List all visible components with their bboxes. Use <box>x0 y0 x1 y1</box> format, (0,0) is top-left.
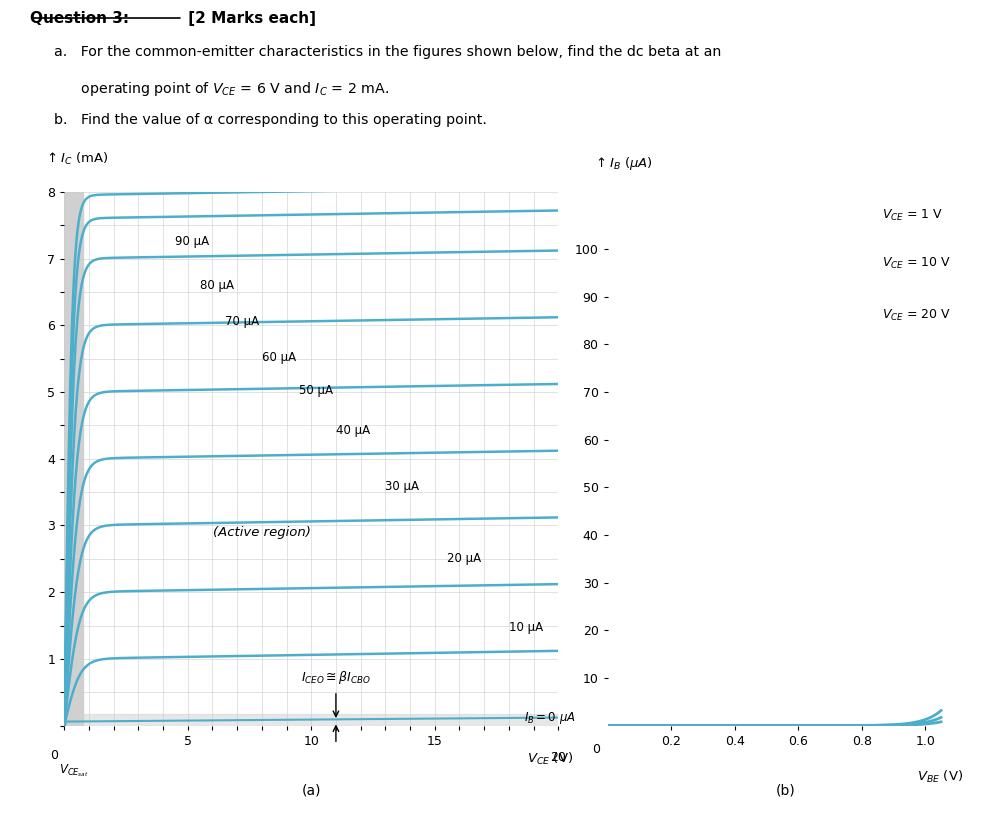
Text: $V_{CE}$ = 1 V: $V_{CE}$ = 1 V <box>882 208 944 224</box>
Text: (a): (a) <box>301 784 321 798</box>
Bar <box>64 192 83 726</box>
Text: $I_B = 0\ \mu A$: $I_B = 0\ \mu A$ <box>524 711 576 726</box>
Text: 0: 0 <box>50 749 58 762</box>
Text: a.   For the common-emitter characteristics in the figures shown below, find the: a. For the common-emitter characteristic… <box>54 45 721 59</box>
Text: 30 μA: 30 μA <box>385 480 419 493</box>
Text: 40 μA: 40 μA <box>336 425 370 437</box>
Bar <box>64 714 558 726</box>
Text: $V_{CE}$ (V): $V_{CE}$ (V) <box>527 751 573 767</box>
Text: 50 μA: 50 μA <box>298 384 333 397</box>
Text: 20 μA: 20 μA <box>447 552 481 565</box>
Text: operating point of $V_{CE}$ = 6 V and $I_C$ = 2 mA.: operating point of $V_{CE}$ = 6 V and $I… <box>54 79 389 98</box>
Text: $V_{CE}$ = 20 V: $V_{CE}$ = 20 V <box>882 309 951 324</box>
Text: 20: 20 <box>550 751 566 764</box>
Text: [2 Marks each]: [2 Marks each] <box>183 11 316 26</box>
Text: $V_{CE_{sat}}$: $V_{CE_{sat}}$ <box>58 762 89 779</box>
Text: $\uparrow I_C$ (mA): $\uparrow I_C$ (mA) <box>44 150 109 167</box>
Text: (Active region): (Active region) <box>212 525 311 539</box>
Text: 90 μA: 90 μA <box>175 235 209 249</box>
Text: 0: 0 <box>592 743 600 756</box>
Text: 60 μA: 60 μA <box>262 351 296 364</box>
Text: $V_{BE}$ (V): $V_{BE}$ (V) <box>917 768 963 785</box>
Text: 10 μA: 10 μA <box>509 621 543 634</box>
Text: $I_{CEO}\cong \beta I_{CBO}$: $I_{CEO}\cong \beta I_{CBO}$ <box>300 669 371 686</box>
Text: 70 μA: 70 μA <box>224 315 259 329</box>
Text: (b): (b) <box>776 784 795 798</box>
Text: b.   Find the value of α corresponding to this operating point.: b. Find the value of α corresponding to … <box>54 113 487 127</box>
Text: Question 3:: Question 3: <box>30 11 128 26</box>
Text: 80 μA: 80 μA <box>200 279 234 292</box>
Text: $\uparrow I_B\ (\mu A)$: $\uparrow I_B\ (\mu A)$ <box>594 155 653 172</box>
Text: $V_{CE}$ = 10 V: $V_{CE}$ = 10 V <box>882 256 951 271</box>
